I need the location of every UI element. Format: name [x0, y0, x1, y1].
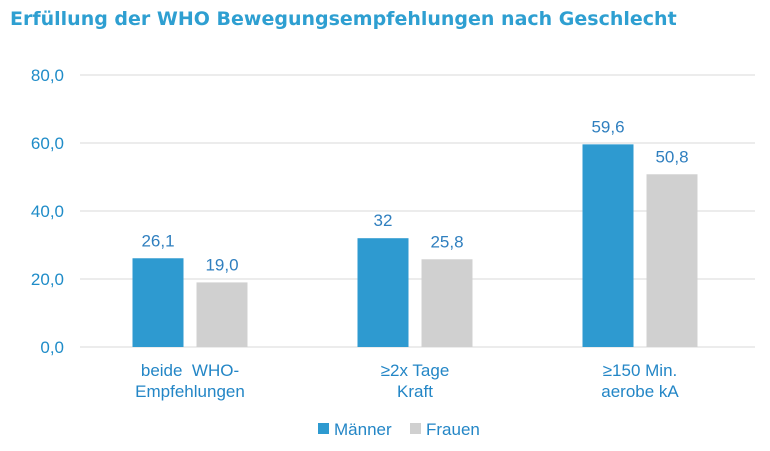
y-axis-ticks: 0,0 20,0 40,0 60,0 80,0 [31, 66, 64, 357]
bar-maenner [132, 258, 184, 347]
bars [132, 144, 698, 347]
data-label: 26,1 [141, 231, 174, 250]
data-label: 19,0 [205, 255, 238, 274]
legend-swatch-maenner [318, 423, 329, 434]
category-label: Empfehlungen [135, 382, 245, 401]
y-tick-label: 80,0 [31, 66, 64, 85]
gridlines [80, 74, 755, 348]
y-tick-label: 0,0 [40, 338, 64, 357]
chart-title: Erfüllung der WHO Bewegungsempfehlungen … [10, 8, 677, 30]
data-label: 50,8 [655, 147, 688, 166]
bar-frauen [196, 282, 248, 347]
legend: Männer Frauen [318, 420, 480, 439]
bar-maenner [357, 238, 409, 347]
category-label: ≥150 Min. [603, 361, 678, 380]
data-label: 32 [374, 211, 393, 230]
category-label: beide WHO- [141, 361, 239, 380]
bar-frauen [421, 259, 473, 347]
data-labels: 26,1 19,0 32 25,8 59,6 50,8 [141, 117, 688, 274]
legend-label-frauen: Frauen [426, 420, 480, 439]
y-tick-label: 20,0 [31, 270, 64, 289]
y-tick-label: 40,0 [31, 202, 64, 221]
legend-label-maenner: Männer [334, 420, 392, 439]
category-label: aerobe kA [601, 382, 679, 401]
data-label: 59,6 [591, 117, 624, 136]
legend-swatch-frauen [410, 423, 421, 434]
category-label: Kraft [397, 382, 433, 401]
category-labels: beide WHO- Empfehlungen ≥2x Tage Kraft ≥150 … [135, 361, 679, 401]
y-tick-label: 60,0 [31, 134, 64, 153]
bar-frauen [646, 174, 698, 347]
category-label: ≥2x Tage [381, 361, 450, 380]
bar-maenner [582, 144, 634, 347]
data-label: 25,8 [430, 232, 463, 251]
